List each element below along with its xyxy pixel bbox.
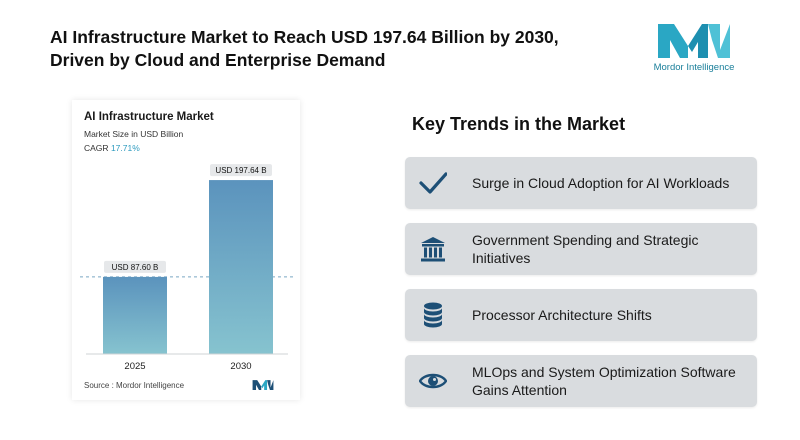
database-icon bbox=[424, 302, 442, 328]
trends-title: Key Trends in the Market bbox=[412, 114, 626, 134]
cagr-label: CAGR bbox=[84, 143, 109, 153]
data-label: USD 87.60 B bbox=[112, 263, 159, 272]
trend-card-cloud-adoption: Surge in Cloud Adoption for AI Workloads bbox=[405, 157, 757, 209]
trend-label: Government Spending and Strategic Initia… bbox=[472, 232, 699, 266]
mini-logo-icon bbox=[252, 380, 274, 390]
chart-title: AI Infrastructure Market bbox=[84, 111, 214, 123]
chart-cagr: CAGR 17.71% bbox=[84, 143, 140, 153]
brand-logo: Mordor Intelligence bbox=[652, 20, 736, 78]
bar-chart-plot: USD 87.60 B 2025 USD 197.64 B 2030 bbox=[80, 164, 294, 372]
headline-line-1: AI Infrastructure Market to Reach USD 19… bbox=[50, 27, 559, 47]
trend-label: Processor Architecture Shifts bbox=[472, 307, 652, 323]
bar-2025 bbox=[103, 276, 167, 354]
data-label: USD 197.64 B bbox=[215, 166, 266, 175]
data-label-bg bbox=[210, 164, 272, 177]
checkmark-icon bbox=[419, 172, 447, 194]
chart-source: Source : Mordor Intelligence bbox=[84, 381, 185, 390]
bar-2030 bbox=[209, 180, 273, 354]
trend-card-mlops: MLOps and System Optimization Software G… bbox=[405, 355, 757, 407]
brand-logo-mark-icon bbox=[658, 24, 730, 58]
chart-card: AI Infrastructure Market Market Size in … bbox=[72, 100, 300, 400]
headline-line-2: Driven by Cloud and Enterprise Demand bbox=[50, 50, 386, 70]
x-tick-label: 2025 bbox=[124, 361, 145, 372]
trend-card-government-spending: Government Spending and Strategic Initia… bbox=[405, 223, 757, 275]
headline: AI Infrastructure Market to Reach USD 19… bbox=[50, 26, 610, 72]
chart-subtitle: Market Size in USD Billion bbox=[84, 129, 184, 139]
trend-label: Surge in Cloud Adoption for AI Workloads bbox=[472, 175, 730, 191]
x-tick-label: 2030 bbox=[230, 361, 251, 372]
cagr-value: 17.71% bbox=[110, 143, 140, 153]
data-label-bg bbox=[104, 260, 166, 273]
trend-card-processor-architecture: Processor Architecture Shifts bbox=[405, 289, 757, 341]
brand-logo-text: Mordor Intelligence bbox=[653, 62, 735, 73]
trend-label: MLOps and System Optimization Software G… bbox=[472, 364, 736, 398]
eye-icon bbox=[419, 373, 447, 389]
government-building-icon bbox=[421, 237, 445, 262]
